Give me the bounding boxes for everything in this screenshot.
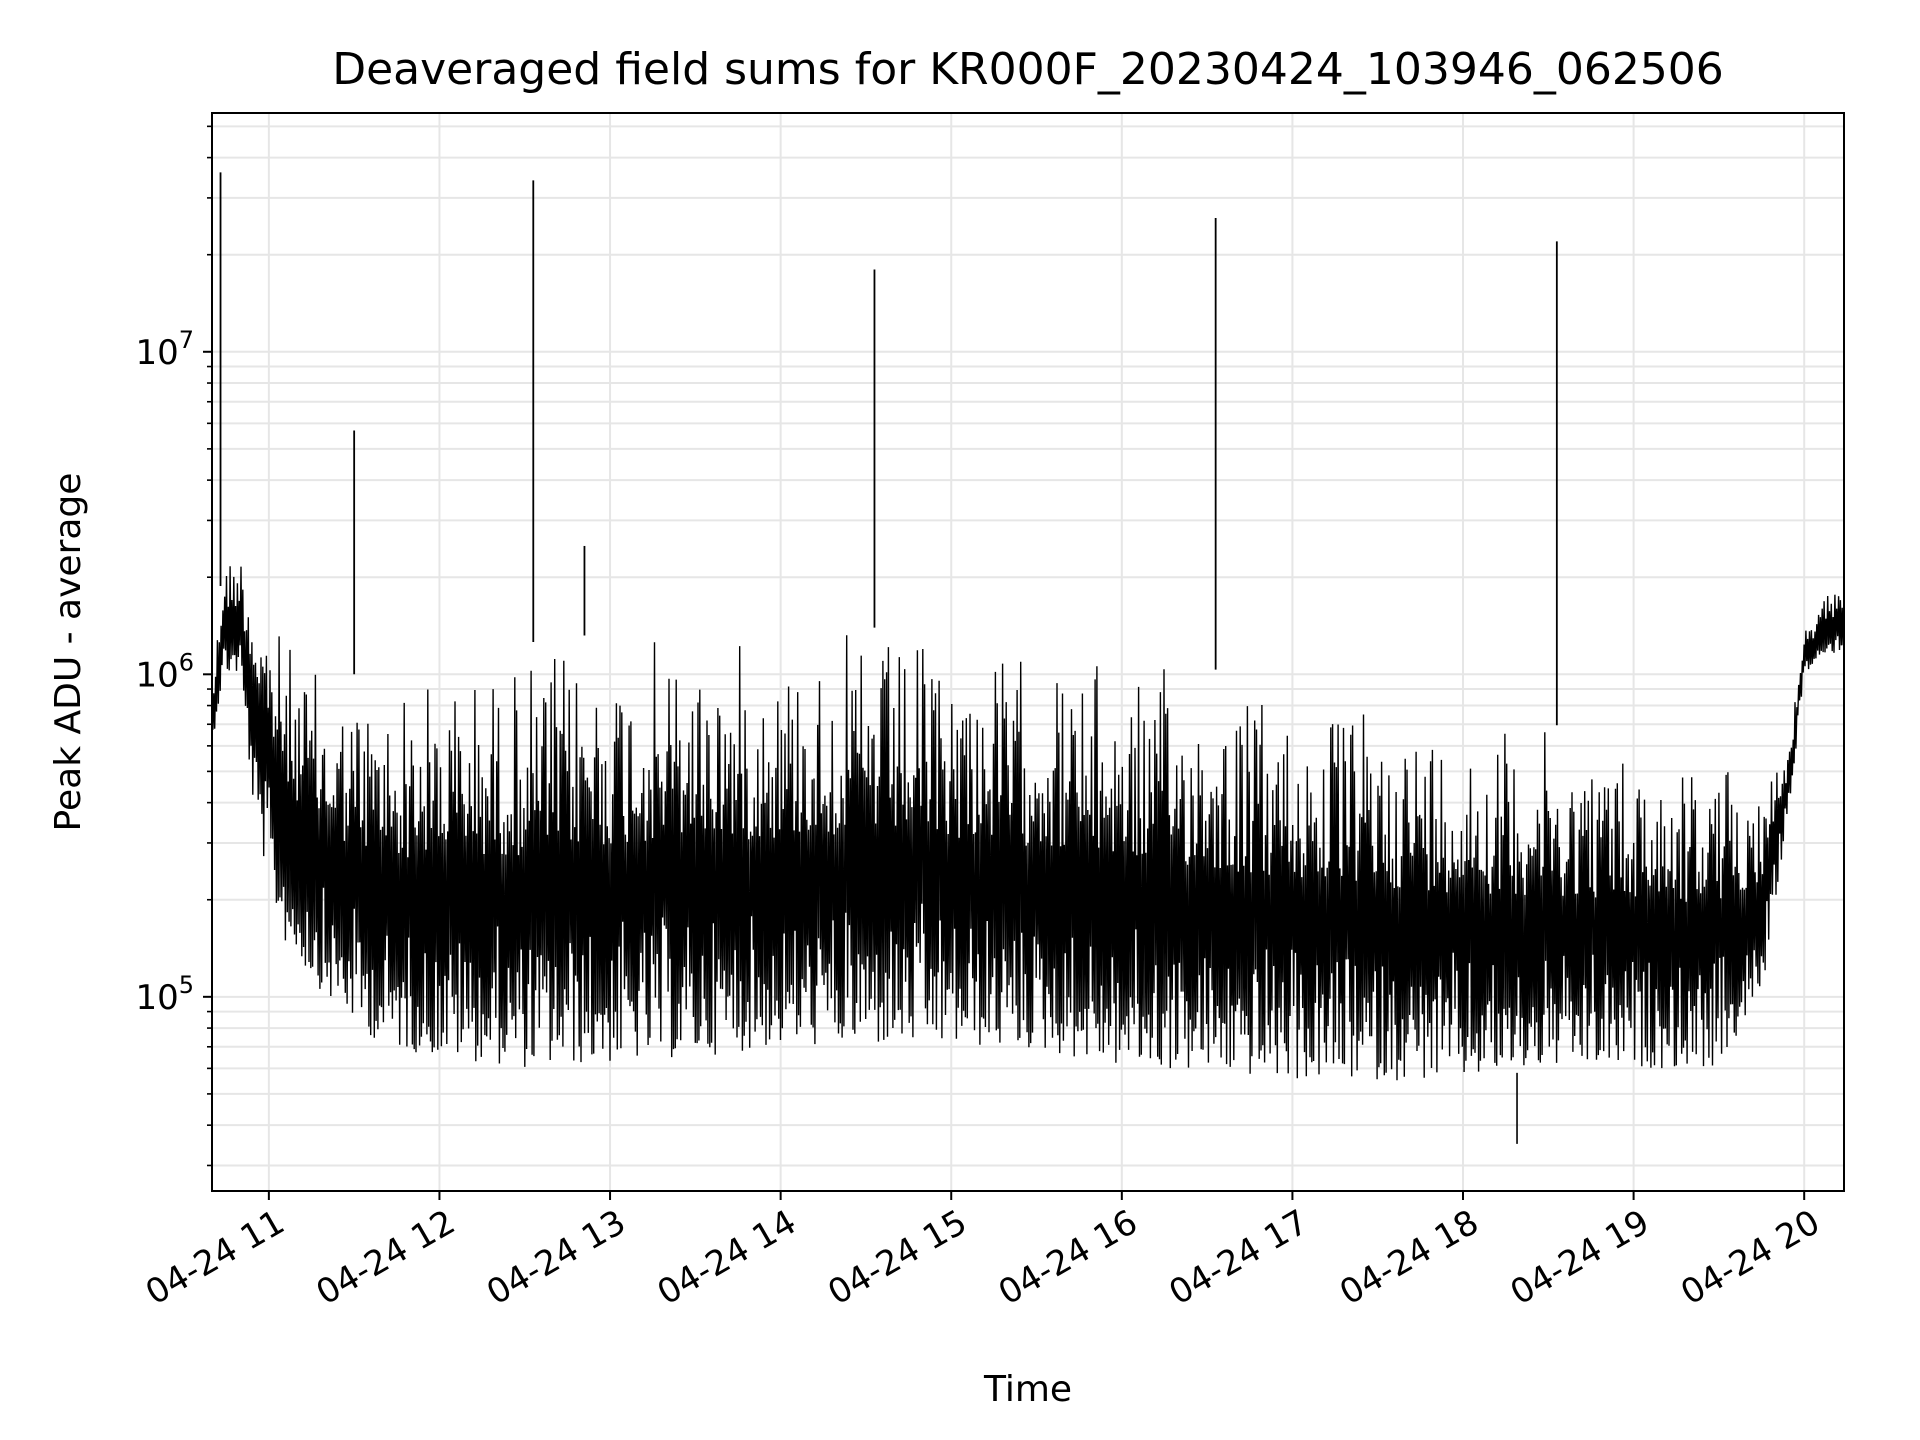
y-axis-label: Peak ADU - average <box>48 473 89 832</box>
series-line <box>211 566 1845 1081</box>
chart-title: Deaveraged field sums for KR000F_2023042… <box>332 44 1724 95</box>
y-tick-label: 107 <box>135 326 194 373</box>
data-series <box>211 172 1845 1144</box>
y-tick-label: 106 <box>135 648 194 695</box>
x-axis-label: Time <box>983 1369 1072 1410</box>
plot-frame <box>211 112 1845 1192</box>
y-tick-label: 105 <box>135 971 194 1018</box>
